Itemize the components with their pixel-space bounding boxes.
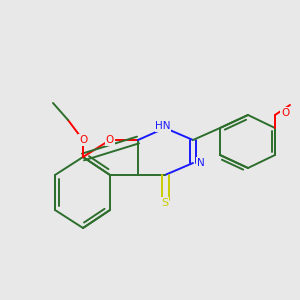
Text: O: O <box>281 108 289 118</box>
Text: HN: HN <box>155 121 171 131</box>
Text: N: N <box>197 158 205 168</box>
Text: O: O <box>79 135 87 145</box>
Text: S: S <box>161 198 169 208</box>
Text: O: O <box>106 135 114 145</box>
